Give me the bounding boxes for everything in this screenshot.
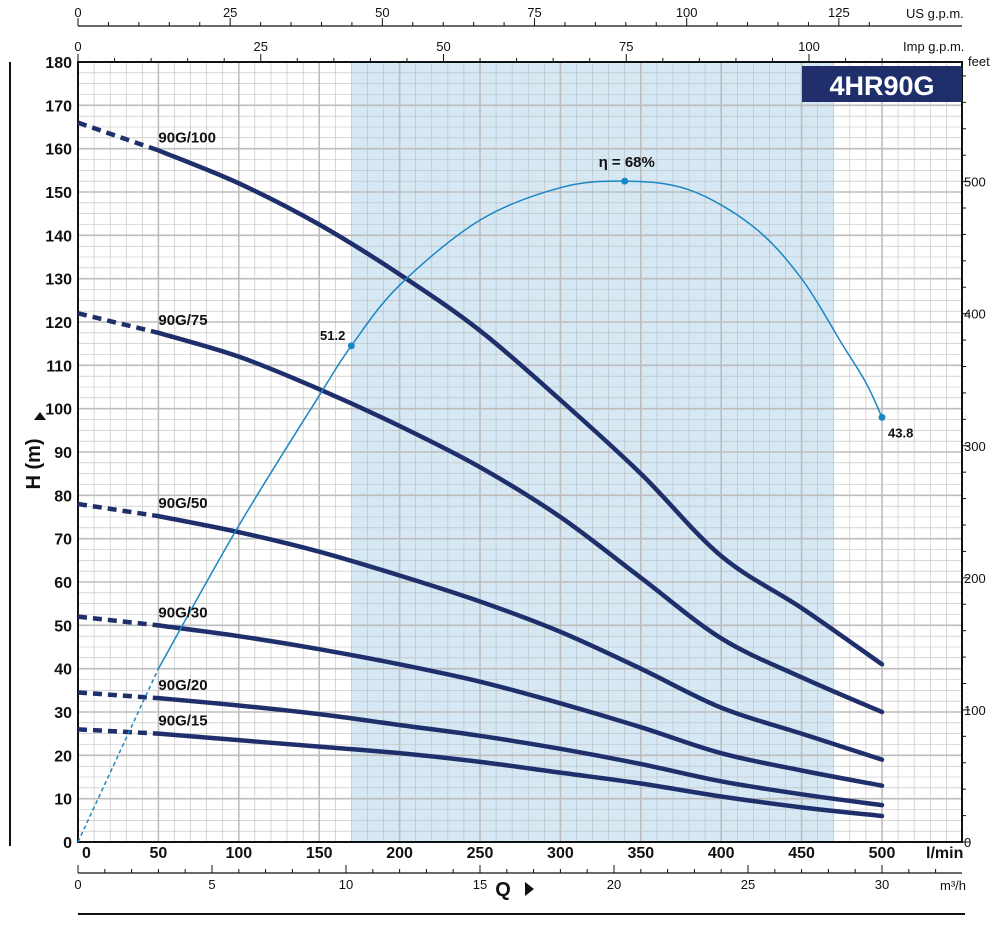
curve-90G-15	[156, 731, 885, 819]
x-axis-title: Q	[495, 879, 511, 901]
grid-layer	[77, 61, 962, 843]
efficiency-value-label: 51.2	[320, 328, 345, 343]
us-gpm-unit: US g.p.m.	[906, 6, 964, 21]
y-axis-title: H (m)	[23, 438, 45, 489]
curve-label: 90G/50	[158, 495, 207, 512]
y-tick-label: 40	[54, 662, 72, 679]
y-tick-label: 80	[54, 488, 72, 505]
x-tick-label: 500	[869, 845, 896, 862]
us-gpm-tick-label: 100	[676, 5, 698, 20]
curve-label: 90G/75	[158, 312, 207, 329]
curve-dashed-90G-50	[77, 501, 159, 519]
title-badge	[802, 66, 962, 102]
x-tick-label: 150	[306, 845, 333, 862]
x-tick-label: 400	[708, 845, 735, 862]
efficiency-curve	[157, 180, 883, 670]
efficiency-marker	[347, 342, 355, 350]
curve-dashed-90G-30	[77, 614, 159, 628]
curve-90G-20	[156, 695, 885, 808]
x-tick-label: 450	[788, 845, 815, 862]
efficiency-marker	[878, 413, 886, 421]
curve-90G-30	[156, 623, 885, 788]
x-tick-label: 200	[386, 845, 413, 862]
feet-tick-label: 100	[964, 703, 986, 718]
us-gpm-tick-label: 25	[223, 5, 237, 20]
feet-tick-label: 500	[964, 175, 986, 190]
efficiency-curve-dashed	[77, 668, 160, 843]
us-gpm-tick-label: 0	[74, 5, 81, 20]
y-tick-label: 130	[45, 272, 72, 289]
x-tick-label: 250	[467, 845, 494, 862]
y-tick-label: 150	[45, 185, 72, 202]
m3h-tick-label: 25	[741, 877, 755, 892]
feet-tick-label: 300	[964, 439, 986, 454]
y-tick-label: 30	[54, 705, 72, 722]
curve-dashed-90G-15	[77, 727, 159, 736]
us-gpm-tick-label: 75	[527, 5, 541, 20]
efficiency-marker	[621, 177, 629, 185]
x-tick-label: 50	[150, 845, 168, 862]
m3h-tick-label: 0	[74, 877, 81, 892]
feet-tick-label: 0	[964, 835, 971, 850]
y-tick-label: 20	[54, 748, 72, 765]
m3h-tick-label: 15	[473, 877, 487, 892]
y-tick-label: 110	[46, 358, 72, 375]
curve-90G-50	[156, 513, 885, 762]
us-gpm-tick-label: 50	[375, 5, 389, 20]
efficiency-value-label: 43.8	[888, 425, 913, 440]
y-tick-label: 10	[54, 792, 72, 809]
feet-unit: feet	[968, 54, 990, 69]
y-tick-label: 140	[45, 228, 72, 245]
imp-gpm-tick-label: 25	[254, 39, 268, 54]
curve-label: 90G/30	[158, 604, 207, 621]
y-tick-label: 160	[45, 142, 72, 159]
curve-dashed-90G-75	[77, 311, 159, 336]
us-gpm-tick-label: 125	[828, 5, 850, 20]
curve-label: 90G/15	[158, 713, 207, 730]
feet-tick-label: 200	[964, 571, 986, 586]
y-axis-arrow-icon	[34, 412, 46, 420]
curve-dashed-90G-20	[77, 690, 159, 701]
m3h-unit: m³/h	[940, 878, 966, 893]
y-tick-label: 120	[45, 315, 72, 332]
y-tick-label: 170	[45, 98, 72, 115]
m3h-tick-label: 10	[339, 877, 353, 892]
efficiency-peak-label: η = 68%	[599, 154, 655, 171]
curves-layer	[77, 120, 885, 819]
efficiency-layer	[77, 177, 886, 843]
axes-layer	[9, 18, 970, 915]
curve-90G-75	[156, 330, 885, 715]
x-tick-label: 300	[547, 845, 574, 862]
y-tick-label: 60	[54, 575, 72, 592]
imp-gpm-tick-label: 100	[798, 39, 820, 54]
imp-gpm-unit: Imp g.p.m.	[903, 39, 964, 54]
imp-gpm-tick-label: 50	[436, 39, 450, 54]
x-tick-label: 350	[627, 845, 654, 862]
y-tick-label: 180	[45, 55, 72, 72]
m3h-tick-label: 20	[607, 877, 621, 892]
curve-label: 90G/100	[158, 129, 216, 146]
x-tick-label: 100	[225, 845, 252, 862]
plot-frame	[77, 61, 963, 843]
y-tick-label: 50	[54, 618, 72, 635]
x-axis-arrow-icon	[525, 882, 534, 896]
y-tick-label: 90	[54, 445, 72, 462]
x-tick-label: 0	[82, 845, 91, 862]
m3h-tick-label: 30	[875, 877, 889, 892]
lmin-unit: l/min	[926, 845, 963, 862]
imp-gpm-tick-label: 0	[74, 39, 81, 54]
m3h-tick-label: 5	[208, 877, 215, 892]
imp-gpm-tick-label: 75	[619, 39, 633, 54]
feet-tick-label: 400	[964, 307, 986, 322]
y-tick-label: 70	[54, 532, 72, 549]
labels-layer: 0102030405060708090100110120130140150160…	[45, 5, 985, 892]
y-tick-label: 100	[45, 402, 72, 419]
curve-90G-100	[156, 148, 885, 667]
y-tick-label: 0	[63, 835, 72, 852]
curve-label: 90G/20	[158, 677, 207, 694]
chart-title: 4HR90G	[829, 71, 934, 101]
